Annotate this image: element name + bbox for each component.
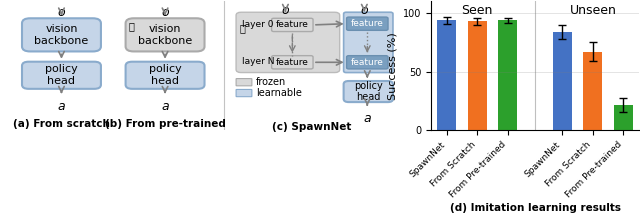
Text: a: a xyxy=(161,100,169,113)
Text: policy
head: policy head xyxy=(45,64,78,86)
FancyBboxPatch shape xyxy=(344,12,393,73)
FancyBboxPatch shape xyxy=(236,12,340,73)
Text: (b) From pre-trained: (b) From pre-trained xyxy=(104,119,225,129)
Text: vision
backbone: vision backbone xyxy=(35,24,88,46)
Text: feature: feature xyxy=(276,58,308,67)
Text: vision
backbone: vision backbone xyxy=(138,24,192,46)
FancyBboxPatch shape xyxy=(236,79,252,86)
Text: o: o xyxy=(161,6,169,19)
FancyBboxPatch shape xyxy=(271,56,313,69)
FancyBboxPatch shape xyxy=(347,56,388,69)
Text: frozen: frozen xyxy=(256,77,286,87)
Text: a: a xyxy=(58,100,65,113)
Bar xyxy=(553,32,572,131)
FancyBboxPatch shape xyxy=(125,62,205,89)
Text: o: o xyxy=(282,4,289,17)
Y-axis label: Success (%): Success (%) xyxy=(388,32,398,100)
Bar xyxy=(614,105,633,131)
Text: policy
head: policy head xyxy=(148,64,181,86)
Text: 🔒: 🔒 xyxy=(129,21,134,31)
FancyBboxPatch shape xyxy=(22,18,101,51)
Text: Unseen: Unseen xyxy=(570,4,616,17)
Text: Seen: Seen xyxy=(461,4,493,17)
FancyBboxPatch shape xyxy=(347,17,388,30)
FancyBboxPatch shape xyxy=(271,18,313,31)
Text: layer N: layer N xyxy=(242,57,275,66)
Bar xyxy=(468,21,486,131)
Text: feature: feature xyxy=(276,20,308,29)
X-axis label: (d) Imitation learning results: (d) Imitation learning results xyxy=(449,203,621,213)
Text: feature: feature xyxy=(351,58,384,67)
Text: (c) SpawnNet: (c) SpawnNet xyxy=(272,122,351,132)
FancyBboxPatch shape xyxy=(344,81,393,102)
Bar xyxy=(437,20,456,131)
Text: layer 0: layer 0 xyxy=(242,20,273,29)
Bar xyxy=(584,52,602,131)
Text: policy
head: policy head xyxy=(354,81,383,102)
FancyBboxPatch shape xyxy=(125,18,205,51)
Text: o: o xyxy=(360,4,368,17)
Text: 🔒: 🔒 xyxy=(239,24,245,34)
Text: o: o xyxy=(58,6,65,19)
FancyBboxPatch shape xyxy=(22,62,101,89)
Text: (a) From scratch: (a) From scratch xyxy=(13,119,110,129)
Text: learnable: learnable xyxy=(256,88,301,98)
Text: a: a xyxy=(364,112,371,125)
Bar xyxy=(498,20,517,131)
FancyBboxPatch shape xyxy=(236,89,252,97)
Text: feature: feature xyxy=(351,19,384,28)
